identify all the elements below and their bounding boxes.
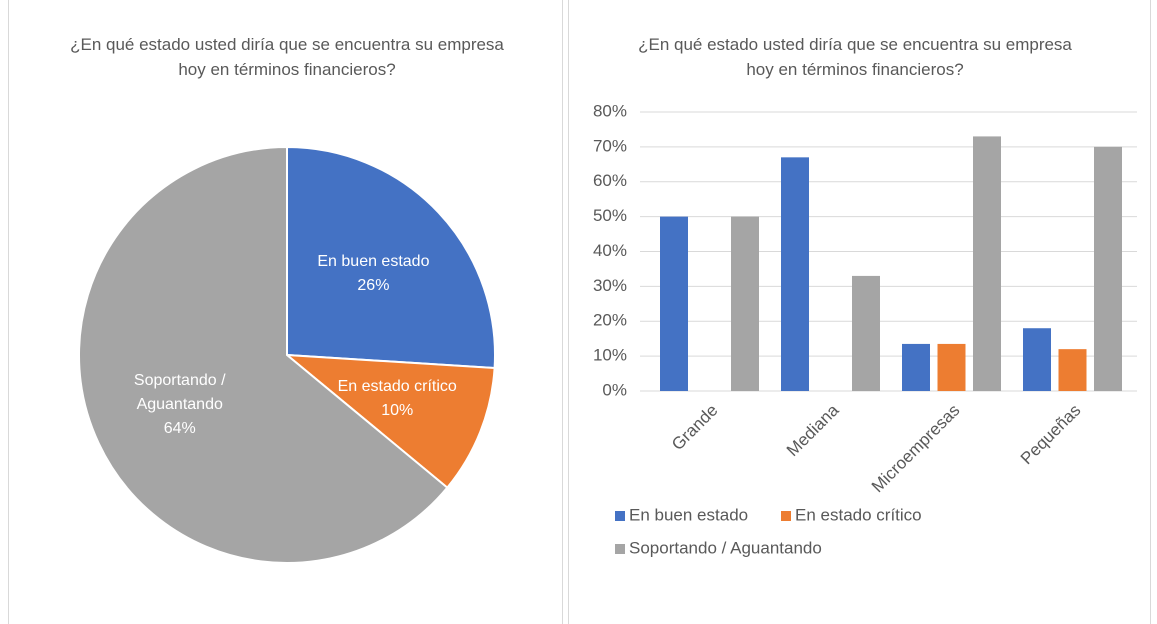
y-tick-label: 0% [602,380,627,399]
slice-label: Soportando / Aguantando 64% [115,369,245,441]
x-tick-label: Grande [668,401,722,455]
bar [1058,349,1087,391]
right-panel [568,0,1151,624]
slice-label: En estado crítico 10% [332,375,462,423]
bar [937,343,966,391]
y-tick-label: 10% [593,346,627,365]
bar [731,216,759,391]
y-tick-label: 80% [593,101,627,120]
legend-swatch [615,544,625,554]
bar [1023,328,1051,391]
slice-name: Soportando / Aguantando [133,372,226,414]
x-tick-label: Microempresas [868,401,964,497]
bar [852,275,880,391]
bar [660,216,688,391]
bar [781,157,809,391]
slice-value: 64% [163,420,196,438]
slice-name: En buen estado [317,252,430,270]
legend-label: En estado crítico [795,505,922,524]
legend-label: En buen estado [629,505,748,524]
legend-label: Soportando / Aguantando [629,538,822,557]
bar [1094,146,1122,391]
x-tick-label: Pequeñas [1017,401,1085,469]
slice-value: 26% [357,276,390,294]
pie-slice [78,145,449,564]
y-tick-label: 70% [593,136,627,155]
pie-slice [286,145,496,370]
slice-value: 10% [381,401,414,419]
x-tick-label: Mediana [783,400,843,460]
pie-slice [283,353,496,489]
bar [902,343,930,391]
bar [973,136,1001,391]
slice-name: En estado crítico [337,377,457,395]
y-tick-label: 50% [593,206,627,225]
y-tick-label: 20% [593,311,627,330]
y-tick-label: 60% [593,171,627,190]
left-panel [8,0,563,624]
bar-title: ¿En qué estado usted diría que se encuen… [638,35,1072,79]
y-tick-label: 30% [593,276,627,295]
pie-title: ¿En qué estado usted diría que se encuen… [70,35,504,79]
y-tick-label: 40% [593,241,627,260]
legend-swatch [781,511,791,521]
legend-swatch [615,511,625,521]
slice-label: En buen estado 26% [308,250,438,298]
